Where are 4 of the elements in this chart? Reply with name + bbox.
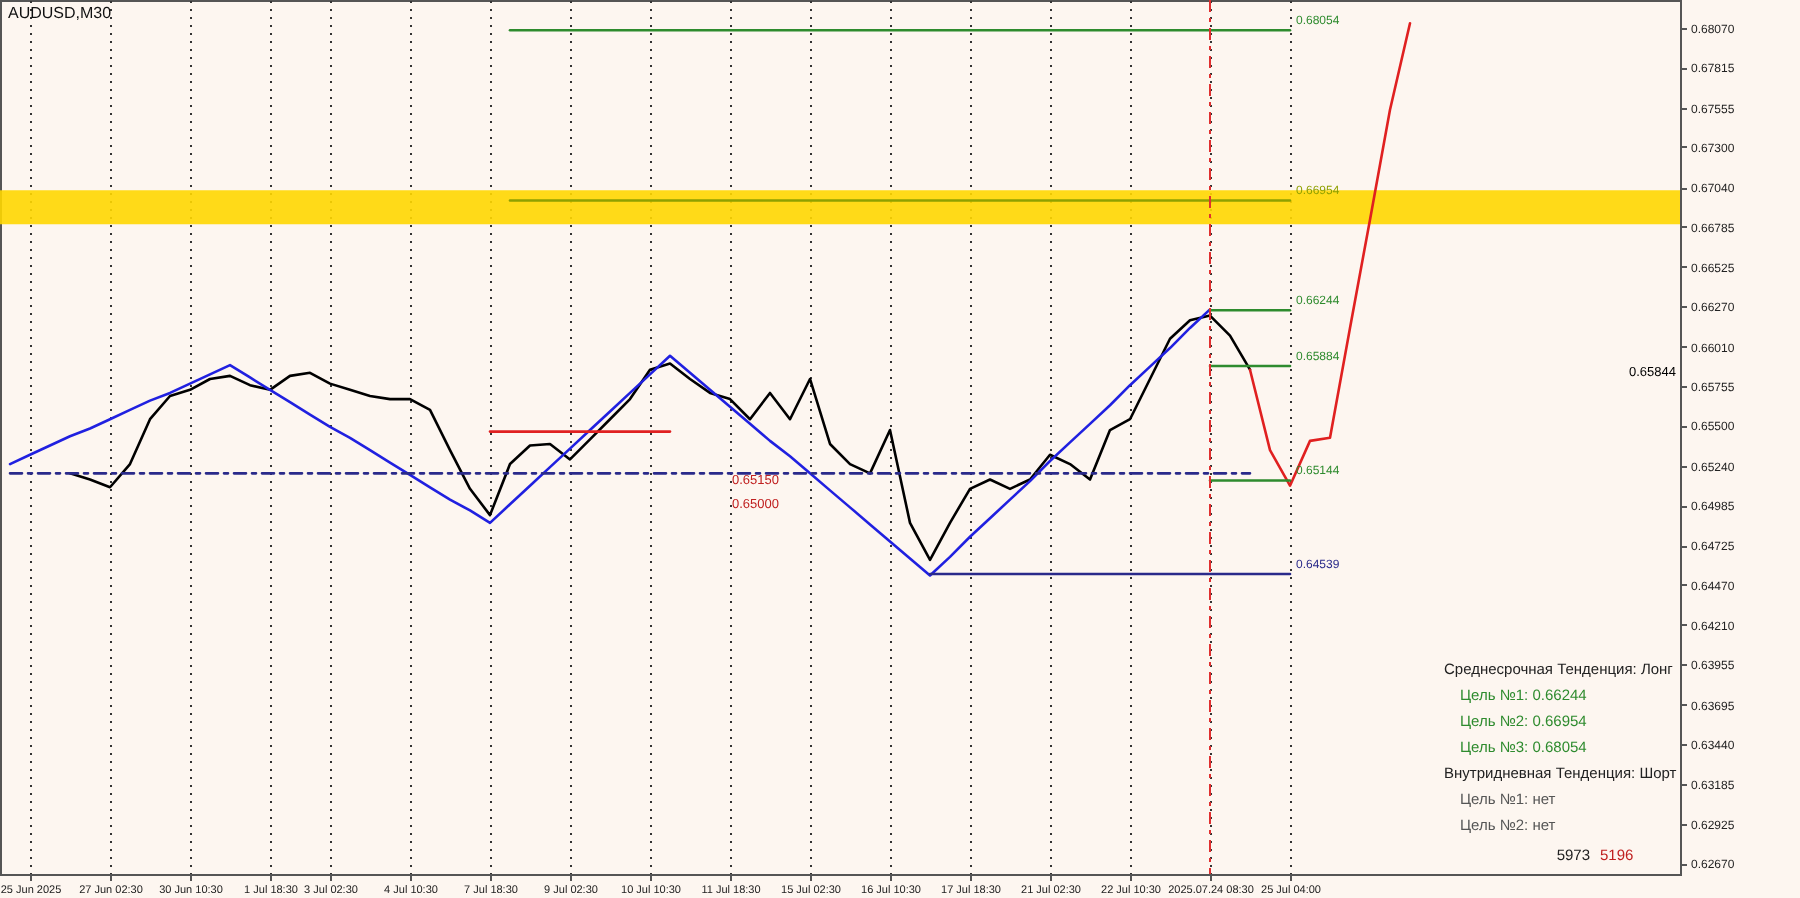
- line-series: [8, 308, 1212, 577]
- line-series: [68, 314, 1252, 562]
- chart-title: AUDUSD,M30: [8, 4, 113, 22]
- line-series: [1248, 21, 1412, 488]
